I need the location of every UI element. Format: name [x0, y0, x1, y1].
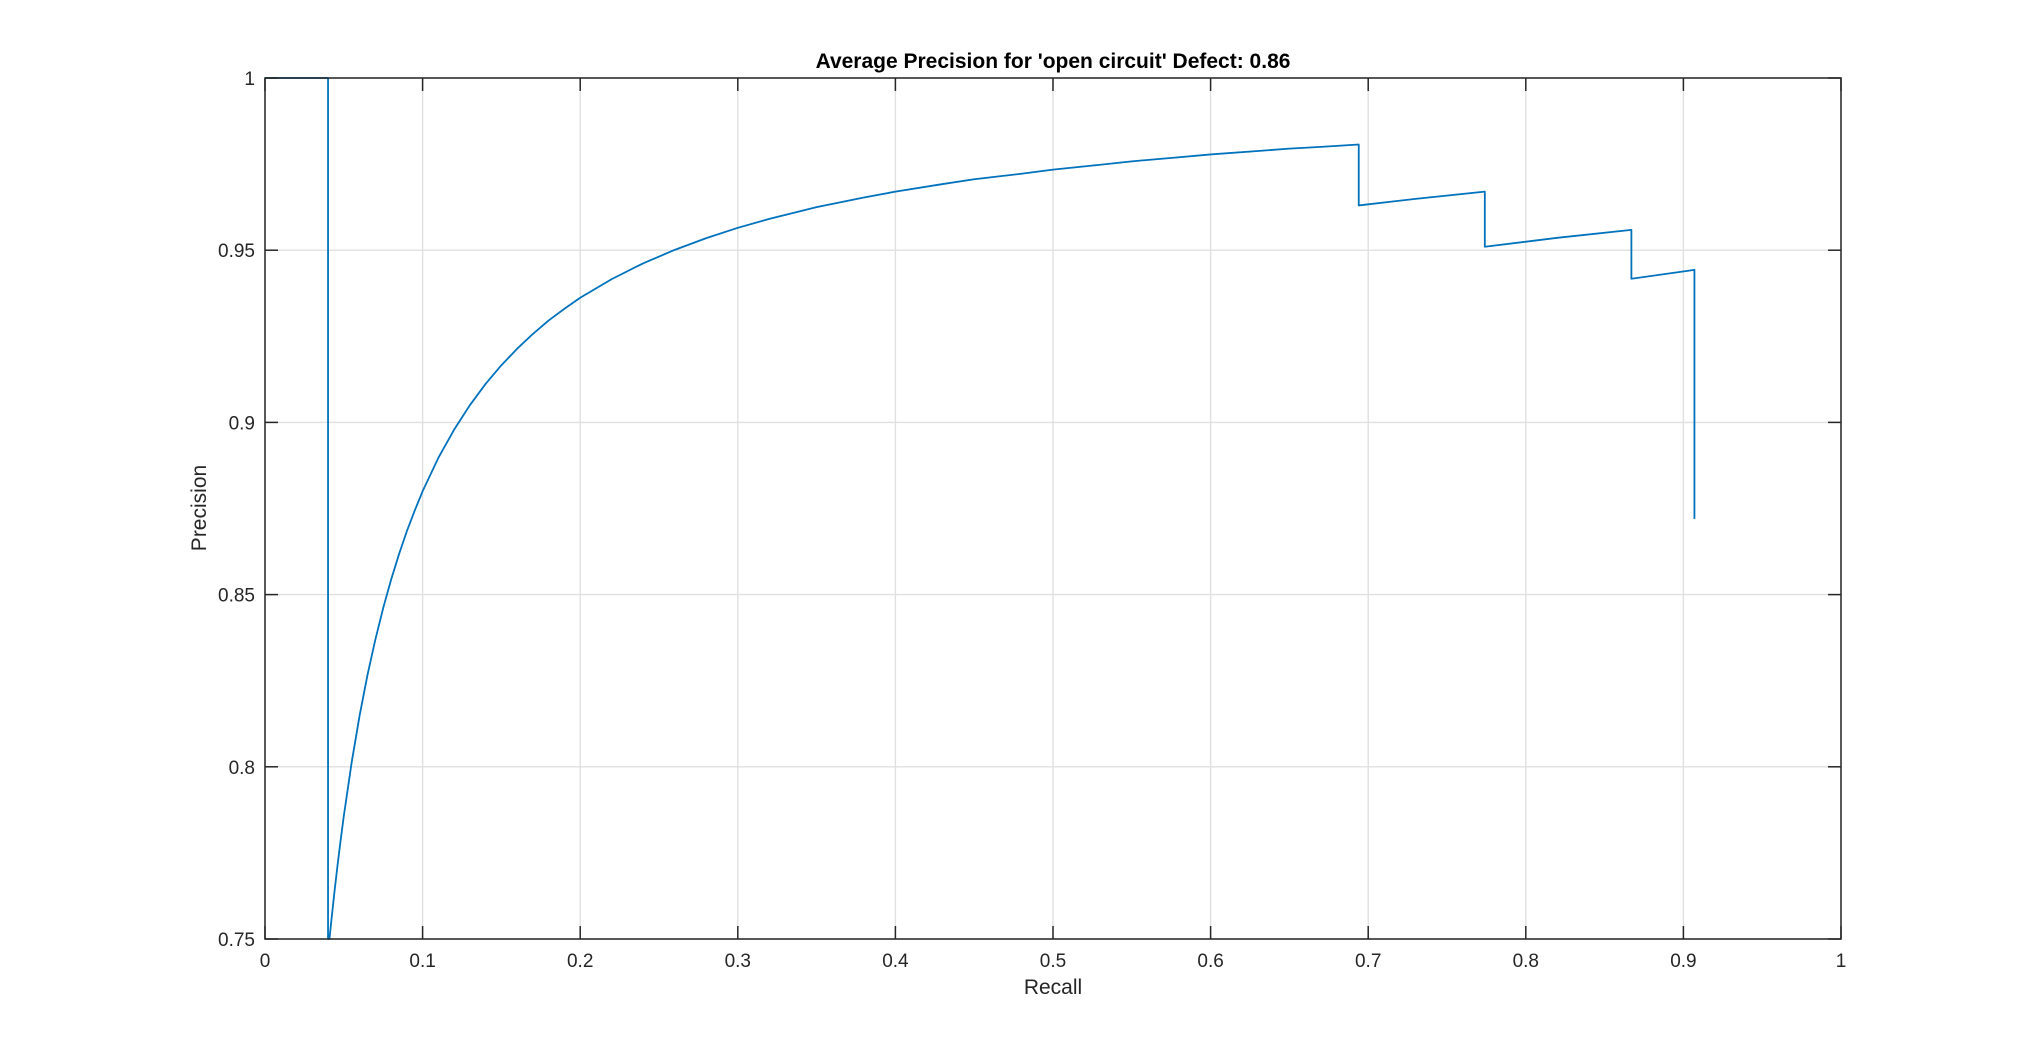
axes-box	[264, 77, 1842, 940]
chart-title: Average Precision for 'open circuit' Def…	[816, 50, 1291, 73]
x-tick-label: 0.6	[1197, 951, 1223, 972]
x-tick-label: 0.3	[725, 951, 751, 972]
x-tick-label: 0.9	[1670, 951, 1696, 972]
y-tick-label: 0.95	[218, 241, 255, 262]
x-axis-label: Recall	[1024, 976, 1082, 999]
x-tick-label: 0.7	[1355, 951, 1381, 972]
x-tick-label: 0.5	[1040, 951, 1066, 972]
y-tick-label: 0.8	[229, 758, 255, 779]
x-tick-label: 1	[1836, 951, 1847, 972]
x-tick-label: 0	[260, 951, 271, 972]
y-tick-label: 0.85	[218, 586, 255, 607]
x-tick-label: 0.4	[882, 951, 909, 972]
y-tick-label: 0.9	[229, 413, 255, 434]
grid-lines	[264, 77, 1842, 940]
x-tick-label: 0.1	[409, 951, 435, 972]
y-axis-label: Precision	[188, 465, 211, 551]
pr-curve-line	[265, 77, 1696, 940]
y-tick-label: 0.75	[218, 930, 255, 951]
x-tick-label: 0.2	[567, 951, 593, 972]
x-tick-label: 0.8	[1513, 951, 1539, 972]
y-tick-label: 1	[244, 69, 255, 90]
